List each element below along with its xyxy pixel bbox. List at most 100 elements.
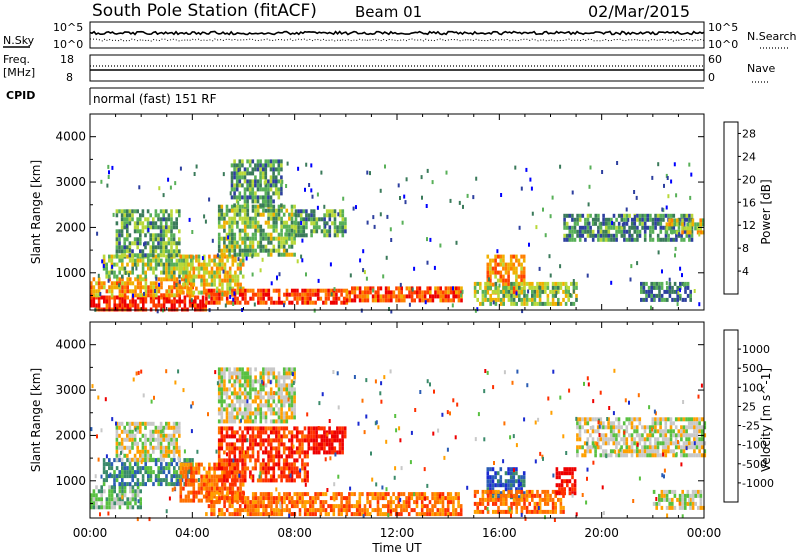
data-cell (569, 471, 572, 475)
data-cell (267, 191, 270, 195)
data-cell (293, 462, 296, 466)
data-cell (126, 497, 129, 501)
data-cell (626, 441, 629, 445)
data-cell (239, 175, 242, 179)
data-cell (236, 496, 239, 500)
data-cell (576, 214, 579, 218)
data-cell (113, 296, 116, 300)
data-cell (283, 205, 286, 209)
data-cell (293, 434, 296, 438)
data-cell (236, 213, 239, 217)
data-cell (149, 221, 152, 225)
data-cell (418, 496, 421, 500)
data-cell (142, 225, 145, 229)
data-cell (327, 293, 330, 297)
data-cell (136, 422, 139, 426)
data-cell (692, 218, 695, 222)
scatter-cell (287, 162, 289, 166)
data-cell (444, 512, 447, 516)
data-cell (439, 500, 442, 504)
data-cell (229, 275, 232, 279)
data-cell (218, 399, 221, 403)
data-cell (673, 218, 676, 222)
data-cell (218, 289, 221, 293)
data-cell (336, 450, 339, 454)
data-cell (228, 209, 231, 213)
data-cell (288, 438, 291, 442)
data-cell (168, 446, 171, 450)
data-cell (233, 203, 236, 207)
data-cell (111, 259, 114, 263)
data-cell (649, 449, 652, 453)
data-cell (608, 238, 611, 242)
data-cell (239, 496, 242, 500)
data-cell (377, 492, 380, 496)
scatter-cell (366, 277, 368, 281)
data-cell (652, 226, 655, 230)
data-cell (644, 218, 647, 222)
data-cell (660, 222, 663, 226)
data-cell (182, 467, 185, 471)
data-cell (249, 500, 252, 504)
data-cell (602, 218, 605, 222)
data-cell (364, 508, 367, 512)
scatter-cell (279, 272, 281, 276)
data-cell (291, 399, 294, 403)
data-cell (178, 450, 181, 454)
data-cell (244, 395, 247, 399)
data-cell (328, 426, 331, 430)
data-cell (221, 287, 224, 291)
data-cell (226, 287, 229, 291)
data-cell (644, 230, 647, 234)
data-cell (657, 437, 660, 441)
data-cell (226, 275, 229, 279)
data-cell (648, 286, 651, 290)
data-cell (223, 237, 226, 241)
data-cell (134, 221, 137, 225)
data-cell (377, 286, 380, 290)
data-cell (500, 510, 503, 514)
data-cell (131, 470, 134, 474)
data-cell (273, 438, 276, 442)
colorbar-tick-label: 16 (742, 196, 756, 209)
data-cell (165, 241, 168, 245)
data-cell (210, 496, 213, 500)
data-cell (306, 450, 309, 454)
data-cell (487, 479, 490, 483)
data-cell (515, 490, 518, 494)
data-cell (129, 446, 132, 450)
scatter-cell (542, 208, 544, 212)
data-cell (610, 238, 613, 242)
data-cell (293, 367, 296, 371)
data-cell (306, 454, 309, 458)
data-cell (262, 375, 265, 379)
data-cell (309, 301, 312, 305)
data-cell (218, 395, 221, 399)
data-cell (218, 205, 221, 209)
data-cell (520, 475, 523, 479)
data-cell (223, 229, 226, 233)
data-cell (234, 217, 237, 221)
data-cell (260, 391, 263, 395)
data-cell (455, 492, 458, 496)
data-cell (636, 417, 639, 421)
data-cell (403, 492, 406, 496)
data-cell (178, 426, 181, 430)
data-cell (116, 478, 119, 482)
data-cell (211, 479, 214, 483)
data-cell (265, 474, 268, 478)
data-cell (267, 399, 270, 403)
data-cell (294, 293, 297, 297)
data-cell (304, 297, 307, 301)
data-cell (113, 482, 116, 486)
data-cell (579, 226, 582, 230)
data-cell (257, 496, 260, 500)
data-cell (221, 383, 224, 387)
data-cell (273, 474, 276, 478)
scatter-cell (622, 223, 624, 227)
data-cell (286, 415, 289, 419)
data-cell (288, 450, 291, 454)
data-cell (193, 279, 196, 283)
data-cell (241, 430, 244, 434)
data-cell (565, 290, 568, 294)
